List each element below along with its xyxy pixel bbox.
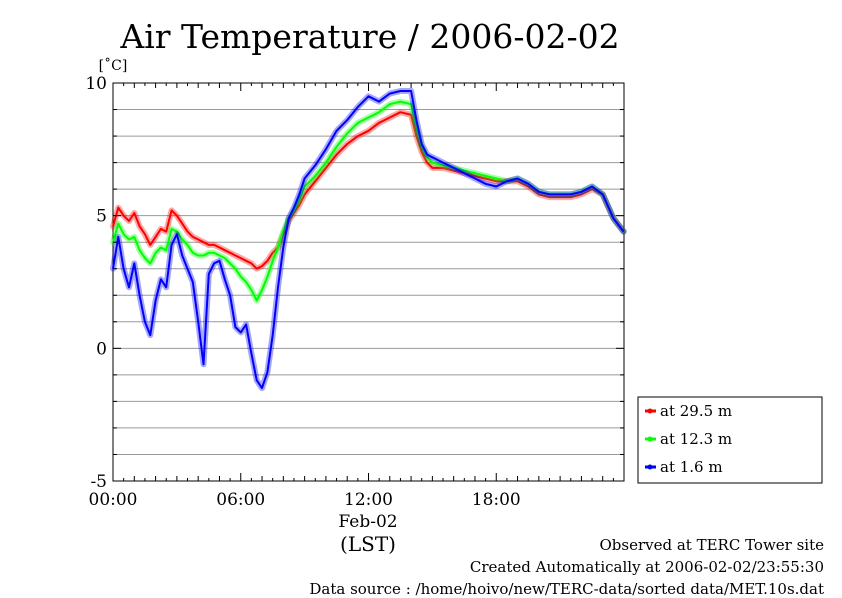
y-tick-label: 0	[96, 339, 107, 359]
y-tick-label: 5	[96, 207, 107, 227]
x-tick-label: 06:00	[216, 490, 265, 510]
legend-marker-at-1-6-m	[647, 464, 653, 470]
x-tick-label: 00:00	[89, 490, 138, 510]
x-tick-label: 18:00	[472, 490, 521, 510]
legend-marker-at-12-3-m	[647, 436, 653, 442]
y-axis-unit-label: [˚C]	[99, 57, 128, 74]
legend-label-at-12-3-m: at 12.3 m	[660, 430, 732, 448]
chart-title: Air Temperature / 2006-02-02	[119, 17, 619, 56]
footer-observed: Observed at TERC Tower site	[599, 536, 824, 554]
series-line-at-1-6-m	[112, 90, 625, 390]
legend-box	[637, 396, 823, 484]
axis-ticks: -5 0 5 10 00:00 06:00 12:00 18:00	[85, 74, 625, 510]
legend-marker-at-29-5-m	[647, 408, 653, 414]
y-tick-label: -5	[90, 472, 107, 492]
footer-source: Data source : /home/hoivo/new/TERC-data/…	[309, 580, 824, 598]
y-tick-label: 10	[85, 74, 107, 94]
x-tick-label: 12:00	[344, 490, 393, 510]
footer-created: Created Automatically at 2006-02-02/23:5…	[469, 558, 824, 576]
legend-label-at-1-6-m: at 1.6 m	[660, 458, 723, 476]
series-line-at-12-3-m	[112, 100, 625, 302]
series-halo-at-1-6-m	[110, 88, 627, 392]
x-axis-date-label: Feb-02	[338, 512, 397, 532]
legend-label-at-29-5-m: at 29.5 m	[660, 402, 732, 420]
legend: at 29.5 m at 12.3 m at 1.6 m	[637, 396, 823, 484]
x-axis-label: (LST)	[340, 532, 396, 556]
series-layer	[110, 88, 627, 392]
